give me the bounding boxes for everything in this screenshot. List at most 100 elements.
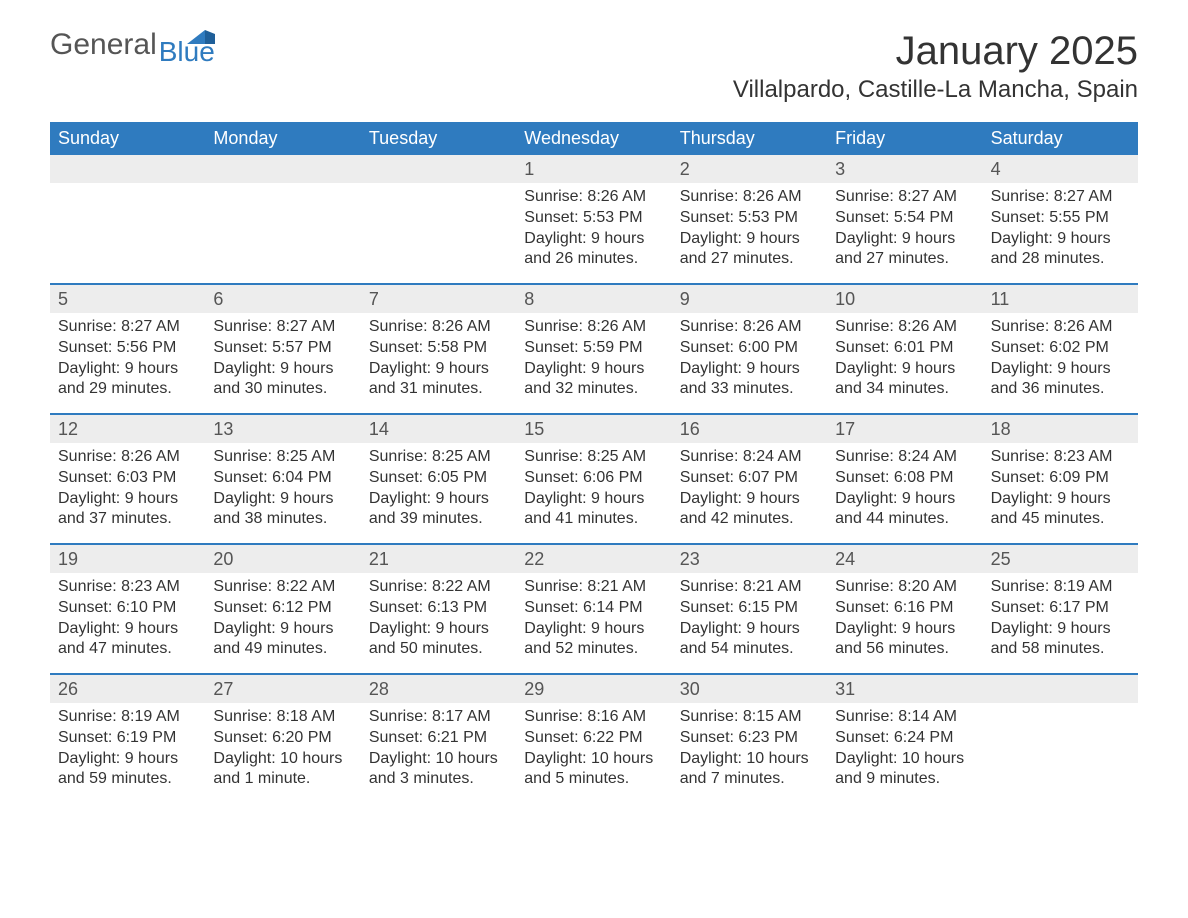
- daylight-line: Daylight: 9 hours and 54 minutes.: [680, 619, 819, 661]
- sun-info: Sunrise: 8:26 AMSunset: 5:59 PMDaylight:…: [516, 313, 671, 400]
- sunset-line: Sunset: 6:21 PM: [369, 728, 508, 749]
- day-number: 30: [672, 675, 827, 703]
- day-cell-23: 23Sunrise: 8:21 AMSunset: 6:15 PMDayligh…: [672, 545, 827, 673]
- day-cell-25: 25Sunrise: 8:19 AMSunset: 6:17 PMDayligh…: [983, 545, 1138, 673]
- day-cell-empty: [983, 675, 1138, 803]
- day-number: 9: [672, 285, 827, 313]
- day-cell-15: 15Sunrise: 8:25 AMSunset: 6:06 PMDayligh…: [516, 415, 671, 543]
- sunrise-line: Sunrise: 8:22 AM: [213, 577, 352, 598]
- day-cell-26: 26Sunrise: 8:19 AMSunset: 6:19 PMDayligh…: [50, 675, 205, 803]
- day-number: 18: [983, 415, 1138, 443]
- day-number: 14: [361, 415, 516, 443]
- daylight-line: Daylight: 10 hours and 7 minutes.: [680, 749, 819, 791]
- sunrise-line: Sunrise: 8:26 AM: [369, 317, 508, 338]
- weekday-tuesday: Tuesday: [361, 122, 516, 155]
- daylight-line: Daylight: 9 hours and 36 minutes.: [991, 359, 1130, 401]
- daylight-line: Daylight: 9 hours and 47 minutes.: [58, 619, 197, 661]
- sunset-line: Sunset: 6:14 PM: [524, 598, 663, 619]
- day-cell-6: 6Sunrise: 8:27 AMSunset: 5:57 PMDaylight…: [205, 285, 360, 413]
- daylight-line: Daylight: 10 hours and 5 minutes.: [524, 749, 663, 791]
- sunset-line: Sunset: 6:07 PM: [680, 468, 819, 489]
- day-cell-12: 12Sunrise: 8:26 AMSunset: 6:03 PMDayligh…: [50, 415, 205, 543]
- sunrise-line: Sunrise: 8:26 AM: [680, 317, 819, 338]
- day-cell-20: 20Sunrise: 8:22 AMSunset: 6:12 PMDayligh…: [205, 545, 360, 673]
- daylight-line: Daylight: 9 hours and 42 minutes.: [680, 489, 819, 531]
- day-number: 13: [205, 415, 360, 443]
- day-number: 28: [361, 675, 516, 703]
- sunrise-line: Sunrise: 8:23 AM: [991, 447, 1130, 468]
- sun-info: Sunrise: 8:26 AMSunset: 6:03 PMDaylight:…: [50, 443, 205, 530]
- sunset-line: Sunset: 6:16 PM: [835, 598, 974, 619]
- sunset-line: Sunset: 5:53 PM: [524, 208, 663, 229]
- daylight-line: Daylight: 9 hours and 39 minutes.: [369, 489, 508, 531]
- sunset-line: Sunset: 5:57 PM: [213, 338, 352, 359]
- weekday-thursday: Thursday: [672, 122, 827, 155]
- daylight-line: Daylight: 9 hours and 34 minutes.: [835, 359, 974, 401]
- sunrise-line: Sunrise: 8:17 AM: [369, 707, 508, 728]
- day-cell-18: 18Sunrise: 8:23 AMSunset: 6:09 PMDayligh…: [983, 415, 1138, 543]
- weekday-friday: Friday: [827, 122, 982, 155]
- day-number: 25: [983, 545, 1138, 573]
- sun-info: Sunrise: 8:26 AMSunset: 5:53 PMDaylight:…: [672, 183, 827, 270]
- sun-info: Sunrise: 8:19 AMSunset: 6:17 PMDaylight:…: [983, 573, 1138, 660]
- sunrise-line: Sunrise: 8:27 AM: [213, 317, 352, 338]
- sun-info: Sunrise: 8:23 AMSunset: 6:09 PMDaylight:…: [983, 443, 1138, 530]
- sunset-line: Sunset: 6:19 PM: [58, 728, 197, 749]
- sunrise-line: Sunrise: 8:18 AM: [213, 707, 352, 728]
- sunrise-line: Sunrise: 8:25 AM: [213, 447, 352, 468]
- sun-info: Sunrise: 8:23 AMSunset: 6:10 PMDaylight:…: [50, 573, 205, 660]
- sun-info: Sunrise: 8:21 AMSunset: 6:14 PMDaylight:…: [516, 573, 671, 660]
- day-number: 11: [983, 285, 1138, 313]
- day-cell-30: 30Sunrise: 8:15 AMSunset: 6:23 PMDayligh…: [672, 675, 827, 803]
- sun-info: Sunrise: 8:22 AMSunset: 6:13 PMDaylight:…: [361, 573, 516, 660]
- day-cell-9: 9Sunrise: 8:26 AMSunset: 6:00 PMDaylight…: [672, 285, 827, 413]
- sunset-line: Sunset: 5:59 PM: [524, 338, 663, 359]
- day-cell-24: 24Sunrise: 8:20 AMSunset: 6:16 PMDayligh…: [827, 545, 982, 673]
- daylight-line: Daylight: 9 hours and 44 minutes.: [835, 489, 974, 531]
- sun-info: Sunrise: 8:24 AMSunset: 6:08 PMDaylight:…: [827, 443, 982, 530]
- day-cell-5: 5Sunrise: 8:27 AMSunset: 5:56 PMDaylight…: [50, 285, 205, 413]
- day-cell-10: 10Sunrise: 8:26 AMSunset: 6:01 PMDayligh…: [827, 285, 982, 413]
- sunrise-line: Sunrise: 8:26 AM: [835, 317, 974, 338]
- sunrise-line: Sunrise: 8:26 AM: [680, 187, 819, 208]
- logo: General Blue: [50, 30, 215, 66]
- daylight-line: Daylight: 9 hours and 28 minutes.: [991, 229, 1130, 271]
- daylight-line: Daylight: 9 hours and 41 minutes.: [524, 489, 663, 531]
- day-cell-28: 28Sunrise: 8:17 AMSunset: 6:21 PMDayligh…: [361, 675, 516, 803]
- day-number: 21: [361, 545, 516, 573]
- day-number: 19: [50, 545, 205, 573]
- sunrise-line: Sunrise: 8:16 AM: [524, 707, 663, 728]
- day-number: 1: [516, 155, 671, 183]
- sun-info: Sunrise: 8:26 AMSunset: 6:02 PMDaylight:…: [983, 313, 1138, 400]
- sunset-line: Sunset: 6:13 PM: [369, 598, 508, 619]
- sunset-line: Sunset: 6:06 PM: [524, 468, 663, 489]
- sun-info: Sunrise: 8:27 AMSunset: 5:57 PMDaylight:…: [205, 313, 360, 400]
- sunrise-line: Sunrise: 8:21 AM: [680, 577, 819, 598]
- weekday-wednesday: Wednesday: [516, 122, 671, 155]
- sun-info: Sunrise: 8:20 AMSunset: 6:16 PMDaylight:…: [827, 573, 982, 660]
- sunset-line: Sunset: 6:17 PM: [991, 598, 1130, 619]
- sunrise-line: Sunrise: 8:15 AM: [680, 707, 819, 728]
- daylight-line: Daylight: 10 hours and 1 minute.: [213, 749, 352, 791]
- weekday-header-row: SundayMondayTuesdayWednesdayThursdayFrid…: [50, 122, 1138, 155]
- sunrise-line: Sunrise: 8:26 AM: [991, 317, 1130, 338]
- sun-info: Sunrise: 8:24 AMSunset: 6:07 PMDaylight:…: [672, 443, 827, 530]
- daylight-line: Daylight: 9 hours and 50 minutes.: [369, 619, 508, 661]
- day-cell-27: 27Sunrise: 8:18 AMSunset: 6:20 PMDayligh…: [205, 675, 360, 803]
- sun-info: Sunrise: 8:16 AMSunset: 6:22 PMDaylight:…: [516, 703, 671, 790]
- logo-blue-text: Blue: [159, 38, 215, 66]
- daylight-line: Daylight: 9 hours and 32 minutes.: [524, 359, 663, 401]
- sunset-line: Sunset: 6:08 PM: [835, 468, 974, 489]
- day-number: 2: [672, 155, 827, 183]
- day-number: 24: [827, 545, 982, 573]
- sunrise-line: Sunrise: 8:20 AM: [835, 577, 974, 598]
- sun-info: Sunrise: 8:25 AMSunset: 6:04 PMDaylight:…: [205, 443, 360, 530]
- sunset-line: Sunset: 6:03 PM: [58, 468, 197, 489]
- day-number: 16: [672, 415, 827, 443]
- day-cell-13: 13Sunrise: 8:25 AMSunset: 6:04 PMDayligh…: [205, 415, 360, 543]
- sunset-line: Sunset: 5:53 PM: [680, 208, 819, 229]
- sunset-line: Sunset: 6:10 PM: [58, 598, 197, 619]
- week-row: 19Sunrise: 8:23 AMSunset: 6:10 PMDayligh…: [50, 543, 1138, 673]
- day-number: [361, 155, 516, 183]
- daylight-line: Daylight: 9 hours and 45 minutes.: [991, 489, 1130, 531]
